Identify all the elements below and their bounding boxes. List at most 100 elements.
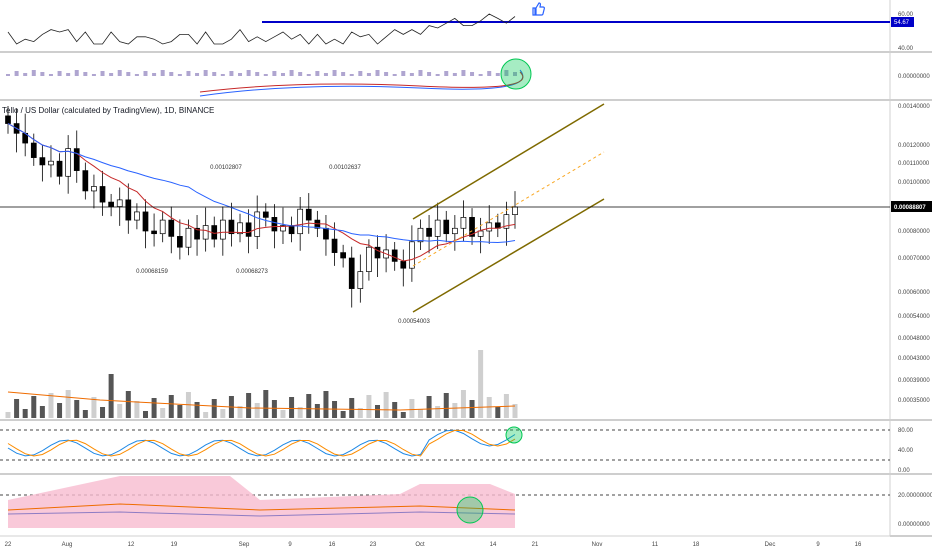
time-tick-label: 16 (329, 542, 336, 548)
macd-bar (143, 71, 148, 76)
volume-bar (100, 407, 106, 418)
volume-bar (14, 399, 20, 418)
volume-bar (357, 408, 363, 418)
volume-bar (443, 393, 449, 418)
candle-body (168, 219, 175, 237)
macd-bar (220, 74, 225, 76)
macd-bar (31, 70, 36, 76)
time-tick-label: 11 (652, 542, 659, 548)
rsi-line (7, 13, 516, 45)
volume-bar (194, 402, 200, 418)
price-annotation: 0.00068273 (236, 269, 268, 275)
macd-bar (40, 72, 45, 76)
volume-bar (297, 407, 303, 418)
macd-bar (160, 70, 165, 76)
macd-bar (349, 74, 354, 76)
macd-bar (289, 70, 294, 76)
volume-bar (177, 405, 183, 418)
bottom-line-b (7, 511, 516, 517)
candle-body (434, 219, 441, 237)
highlight-circle (505, 426, 523, 444)
macd-bar (177, 74, 182, 76)
last-price-box (891, 201, 932, 212)
time-tick-label: 9 (816, 542, 820, 548)
macd-bar (487, 71, 492, 76)
candle-body (366, 246, 372, 272)
time-tick-label: 22 (5, 542, 12, 548)
candle-body (134, 211, 140, 221)
candle-body (254, 211, 261, 237)
candle-body (288, 225, 295, 235)
rsi-value-label: 54.67 (894, 20, 910, 26)
candle-body (185, 227, 192, 248)
volume-bar (349, 398, 355, 418)
volume-bar (271, 400, 277, 418)
volume-bar (65, 390, 71, 418)
price-tick-label: 0.00048000 (898, 336, 930, 342)
highlight-circle (456, 496, 484, 524)
rsi-value-box (891, 17, 914, 27)
candle-body (426, 227, 432, 237)
macd-bar (392, 74, 397, 76)
macd-bar (246, 70, 251, 76)
macd-bar (435, 74, 440, 76)
macd-bar (152, 73, 157, 76)
volume-bar (323, 391, 329, 418)
macd-bar (452, 73, 457, 76)
volume-bar (48, 393, 54, 418)
price-tick-label: 0.00100000 (898, 180, 930, 186)
candle-body (237, 222, 243, 235)
volume-bar (220, 409, 226, 418)
volume-bar (117, 404, 123, 418)
volume-bar (142, 411, 148, 418)
time-tick-label: Nov (592, 542, 603, 548)
rsi-level-label: 40.00 (898, 46, 914, 52)
candle-body (151, 230, 157, 235)
macd-bar (91, 74, 96, 76)
candle-body (331, 238, 338, 253)
chart-title: Tello / US Dollar (calculated by Trading… (2, 106, 215, 115)
last-price-label: 0.00088807 (894, 205, 926, 211)
volume-bar (211, 399, 217, 418)
volume-bar (400, 412, 406, 418)
volume-bar (263, 390, 269, 418)
macd-line (199, 71, 524, 93)
volume-bar (91, 397, 97, 418)
macd-level-label: 0.00000000 (898, 74, 930, 80)
candle-body (30, 142, 37, 158)
candle-body (5, 115, 11, 124)
candle-body (116, 199, 123, 207)
candle-body (194, 227, 200, 240)
macd-bar (272, 71, 277, 76)
macd-bar (306, 74, 311, 76)
volume-bar (314, 404, 320, 418)
macd-bar (444, 71, 449, 76)
candle-body (245, 222, 252, 237)
macd-bar (478, 74, 483, 76)
macd-bar (375, 70, 380, 76)
volume-bar (125, 391, 131, 418)
candle-body (297, 208, 304, 235)
volume-bar (246, 393, 252, 418)
macd-bar (126, 72, 131, 76)
rsi-level-label: 60.00 (898, 12, 914, 18)
volume-bar (82, 410, 88, 418)
time-tick-label: Aug (62, 542, 73, 548)
candle-body (305, 208, 312, 221)
macd-bar (315, 71, 320, 76)
macd-bar (74, 70, 79, 76)
volume-bar (306, 394, 312, 418)
stoch-d-line (7, 429, 516, 457)
candle-body (357, 271, 364, 289)
macd-bar (341, 72, 346, 76)
volume-bar (435, 406, 441, 418)
macd-bar (298, 72, 303, 76)
time-tick-label: 18 (693, 542, 700, 548)
macd-bar (134, 74, 139, 76)
bottom-level-label: 0.00000000 (898, 522, 930, 528)
price-tick-label: 0.00039000 (898, 378, 930, 384)
macd-bar (470, 72, 475, 76)
volume-bar (512, 404, 518, 418)
macd-bar (212, 72, 217, 76)
volume-bar (108, 374, 114, 418)
